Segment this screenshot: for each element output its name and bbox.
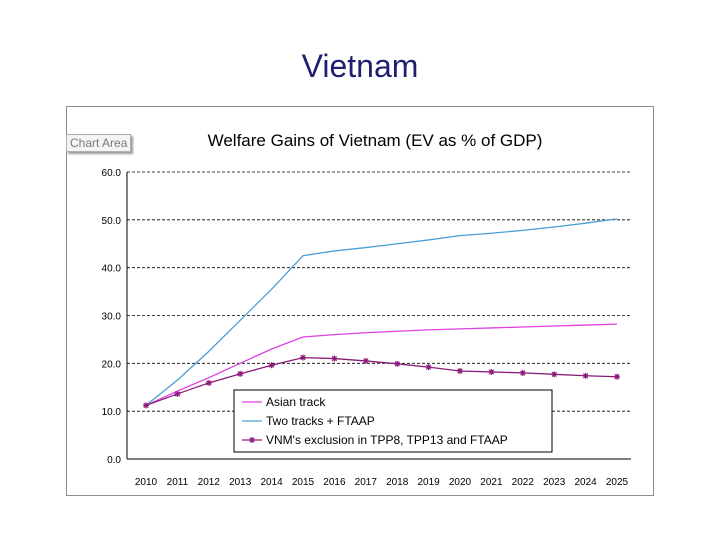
legend-label: VNM's exclusion in TPP8, TPP13 and FTAAP xyxy=(266,433,508,447)
data-point xyxy=(488,368,495,375)
data-point xyxy=(457,367,463,374)
marker-stroke xyxy=(551,371,557,378)
x-tick-label: 2025 xyxy=(606,477,629,488)
x-tick-label: 2013 xyxy=(229,477,252,488)
data-point xyxy=(174,390,181,397)
marker-stroke xyxy=(174,391,181,397)
data-point xyxy=(205,379,212,386)
legend-box xyxy=(233,389,553,453)
chart-area-tooltip: Chart Area xyxy=(66,134,132,152)
marker-stroke xyxy=(206,380,212,386)
marker-stroke xyxy=(331,355,338,362)
data-point xyxy=(268,362,275,369)
y-tick-label: 20.0 xyxy=(102,359,122,370)
marker-stroke xyxy=(488,369,495,375)
y-tick-label: 50.0 xyxy=(102,216,122,227)
x-tick-label: 2012 xyxy=(198,477,221,488)
marker-stroke xyxy=(363,358,369,364)
marker-stroke xyxy=(582,373,589,379)
y-tick-label: 0.0 xyxy=(107,455,121,466)
data-point xyxy=(582,372,589,379)
data-point xyxy=(614,373,620,380)
data-point xyxy=(362,357,369,364)
series-line-3 xyxy=(145,356,618,407)
legend-label: Two tracks + FTAAP xyxy=(266,414,375,428)
data-point xyxy=(300,354,306,361)
marker-stroke xyxy=(249,437,255,443)
x-tick-label: 2017 xyxy=(355,477,378,488)
data-point xyxy=(143,402,149,409)
chart-title: Welfare Gains of Vietnam (EV as % of GDP… xyxy=(208,131,543,150)
x-tick-label: 2010 xyxy=(135,477,158,488)
y-tick-label: 40.0 xyxy=(102,264,122,275)
data-point xyxy=(551,371,558,378)
marker-stroke xyxy=(300,354,306,361)
x-tick-label: 2011 xyxy=(167,477,189,488)
marker-stroke xyxy=(614,374,620,380)
data-point xyxy=(237,370,244,377)
x-tick-label: 2019 xyxy=(417,477,440,488)
x-tick-label: 2023 xyxy=(543,477,566,488)
marker-stroke xyxy=(520,370,526,376)
x-tick-label: 2014 xyxy=(260,477,283,488)
data-point xyxy=(249,437,255,443)
x-tick-label: 2016 xyxy=(323,477,346,488)
series-line-1 xyxy=(145,323,618,407)
x-tick-label: 2020 xyxy=(449,477,472,488)
y-tick-label: 30.0 xyxy=(102,312,122,323)
data-point xyxy=(425,364,432,371)
marker-stroke xyxy=(143,402,149,409)
y-tick-label: 60.0 xyxy=(102,168,122,179)
marker-stroke xyxy=(457,368,463,374)
marker-stroke xyxy=(394,361,400,367)
x-tick-label: 2024 xyxy=(574,477,597,488)
axes: 0.0 10.0 20.0 30.0 40.0 50.0 60.0 2010 2011 2012 2… xyxy=(102,168,631,488)
x-tick-label: 2021 xyxy=(480,477,503,488)
legend-label: Asian track xyxy=(266,395,326,409)
legend: Asian track Two tracks + FTAAP VNM's exclu… xyxy=(233,389,553,453)
marker-stroke xyxy=(268,362,275,368)
series-lines xyxy=(143,218,620,409)
data-point xyxy=(331,355,338,362)
y-tick-label: 10.0 xyxy=(102,407,122,418)
data-point xyxy=(394,360,401,367)
series-line-2 xyxy=(145,218,618,406)
x-tick-label: 2018 xyxy=(386,477,409,488)
x-tick-label: 2015 xyxy=(292,477,315,488)
slide-title: Vietnam xyxy=(301,48,419,84)
x-tick-label: 2022 xyxy=(512,477,535,488)
marker-stroke xyxy=(425,364,432,370)
data-point xyxy=(519,369,526,376)
marker-stroke xyxy=(237,371,243,377)
